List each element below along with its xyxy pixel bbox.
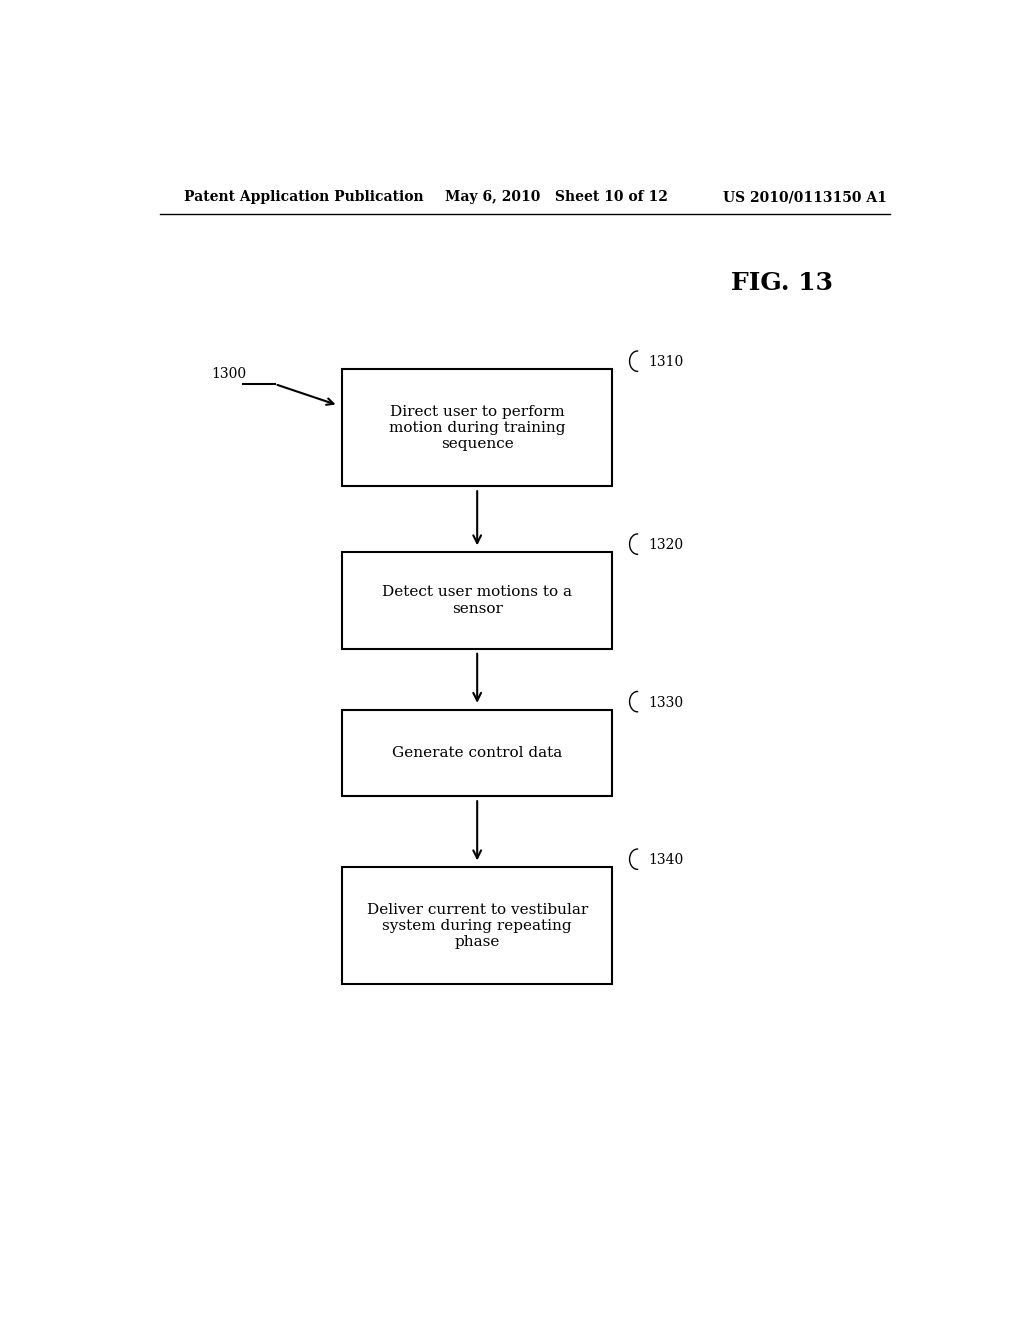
- Bar: [342, 370, 612, 486]
- Bar: [342, 867, 612, 985]
- Text: Direct user to perform
motion during training
sequence: Direct user to perform motion during tra…: [389, 404, 565, 451]
- Text: May 6, 2010   Sheet 10 of 12: May 6, 2010 Sheet 10 of 12: [445, 190, 669, 205]
- Text: Patent Application Publication: Patent Application Publication: [183, 190, 423, 205]
- Bar: [342, 710, 612, 796]
- Text: FIG. 13: FIG. 13: [731, 272, 834, 296]
- Text: 1340: 1340: [648, 853, 684, 867]
- Text: 1330: 1330: [648, 696, 684, 710]
- Text: US 2010/0113150 A1: US 2010/0113150 A1: [723, 190, 887, 205]
- Text: Generate control data: Generate control data: [392, 746, 562, 760]
- Text: Detect user motions to a
sensor: Detect user motions to a sensor: [382, 586, 572, 615]
- Text: 1320: 1320: [648, 539, 684, 552]
- Text: Deliver current to vestibular
system during repeating
phase: Deliver current to vestibular system dur…: [367, 903, 588, 949]
- Bar: [342, 552, 612, 649]
- Text: 1300: 1300: [211, 367, 247, 381]
- Text: 1310: 1310: [648, 355, 684, 370]
